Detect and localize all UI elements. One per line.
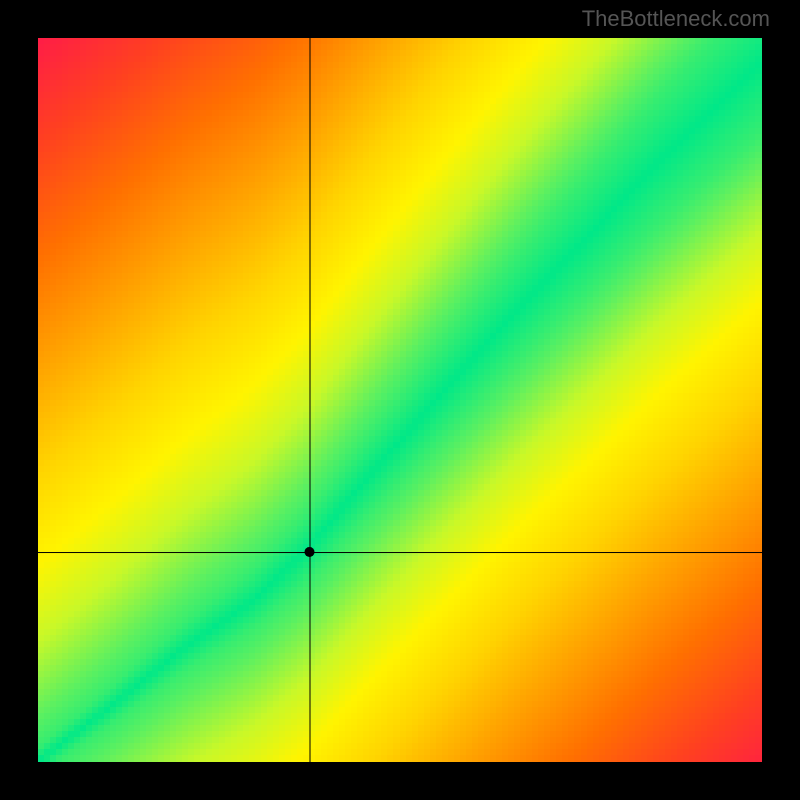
- heatmap-canvas: [38, 38, 762, 762]
- bottleneck-heatmap: [38, 38, 762, 762]
- watermark-text: TheBottleneck.com: [582, 6, 770, 32]
